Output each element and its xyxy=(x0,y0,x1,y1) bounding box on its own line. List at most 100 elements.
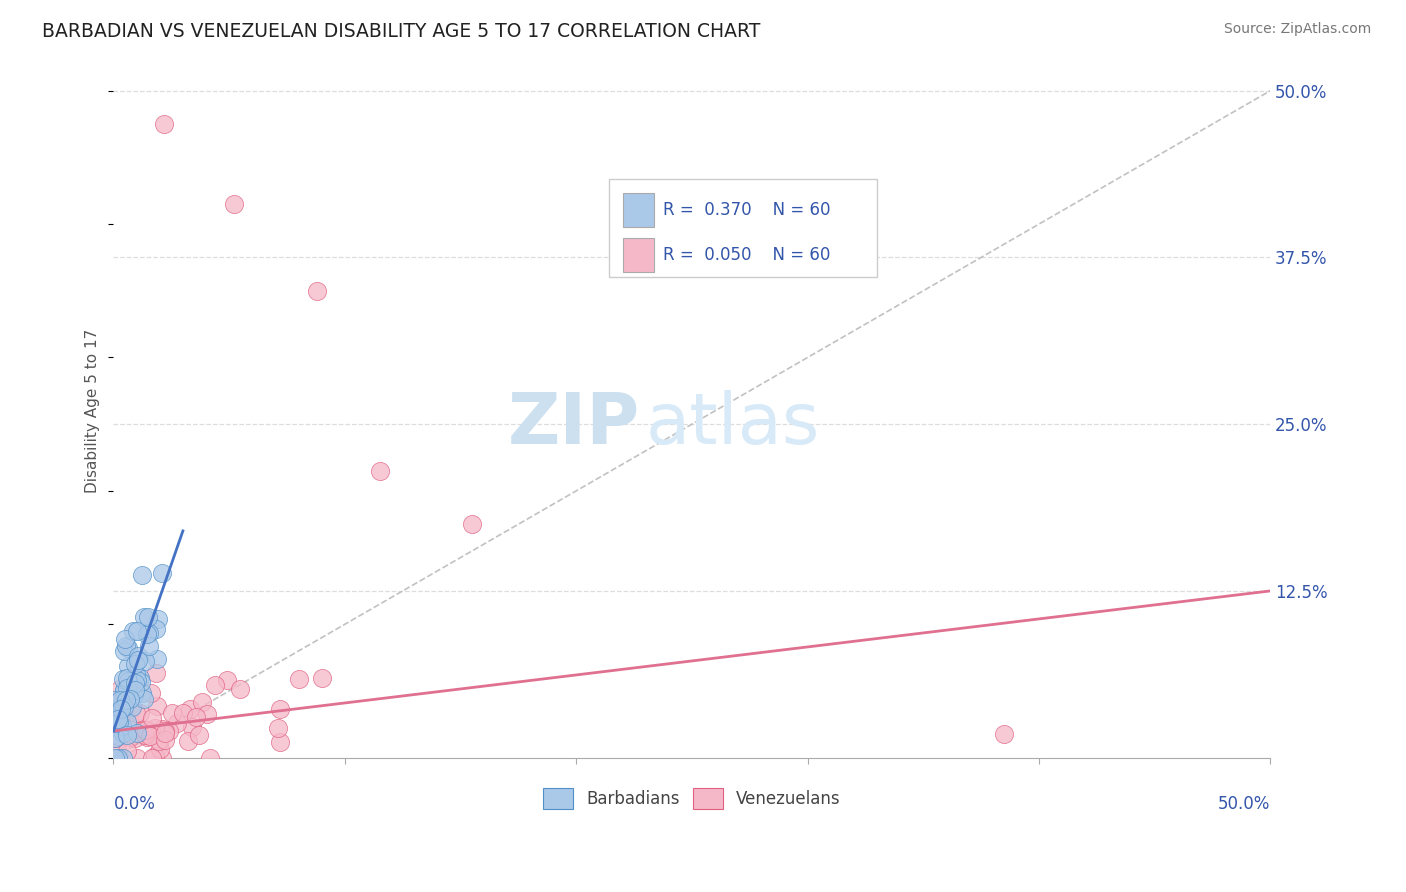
Point xyxy=(204,678,226,692)
Point xyxy=(117,673,139,688)
Text: R =  0.370    N = 60: R = 0.370 N = 60 xyxy=(662,201,830,219)
Point xyxy=(150,566,173,580)
Point xyxy=(124,682,146,697)
Point xyxy=(124,731,146,745)
Text: ZIP: ZIP xyxy=(508,390,640,459)
Point xyxy=(222,197,245,211)
Point xyxy=(115,715,138,730)
Point xyxy=(134,610,156,624)
Point xyxy=(108,715,131,730)
Point xyxy=(461,517,484,532)
Point xyxy=(111,750,134,764)
Point xyxy=(150,722,173,736)
Point xyxy=(105,716,128,731)
Point xyxy=(132,692,155,706)
Point xyxy=(198,750,221,764)
Point xyxy=(117,743,139,757)
Point xyxy=(135,731,157,745)
Point xyxy=(127,726,149,740)
Point xyxy=(188,727,211,741)
Point xyxy=(153,117,176,131)
Point xyxy=(128,706,150,720)
Point xyxy=(117,658,139,673)
Text: BARBADIAN VS VENEZUELAN DISABILITY AGE 5 TO 17 CORRELATION CHART: BARBADIAN VS VENEZUELAN DISABILITY AGE 5… xyxy=(42,22,761,41)
Point xyxy=(162,706,184,720)
Legend: Barbadians, Venezuelans: Barbadians, Venezuelans xyxy=(536,781,848,815)
Point xyxy=(145,622,167,636)
Point xyxy=(121,700,143,714)
Point xyxy=(125,750,148,764)
Point xyxy=(104,750,127,764)
Point xyxy=(141,750,163,764)
Point xyxy=(149,742,172,756)
Point xyxy=(118,688,141,702)
Point xyxy=(134,728,156,742)
Point xyxy=(117,640,139,655)
Point xyxy=(153,733,176,747)
Point xyxy=(108,682,131,697)
Point xyxy=(115,728,138,742)
Point xyxy=(311,672,333,686)
Point xyxy=(120,730,142,744)
Point xyxy=(146,612,169,626)
Point xyxy=(172,706,194,721)
Point xyxy=(153,724,176,739)
Point xyxy=(269,735,291,749)
Point xyxy=(121,686,143,700)
Point xyxy=(307,284,329,298)
Point xyxy=(110,692,132,706)
Point xyxy=(177,733,200,747)
Point xyxy=(107,730,129,744)
Point xyxy=(157,724,180,739)
Point xyxy=(104,731,127,746)
Point xyxy=(131,568,153,582)
Point xyxy=(131,685,153,699)
Point xyxy=(153,726,176,740)
Point xyxy=(138,625,160,640)
Point xyxy=(186,709,208,723)
Point xyxy=(150,750,173,764)
Point xyxy=(127,653,149,667)
Point xyxy=(118,713,141,727)
Point xyxy=(111,672,134,686)
Point xyxy=(141,711,163,725)
Point xyxy=(114,693,136,707)
Point xyxy=(115,640,138,654)
Point xyxy=(139,686,162,700)
Text: atlas: atlas xyxy=(645,390,820,459)
Point xyxy=(139,729,162,743)
Point xyxy=(135,723,157,737)
Point xyxy=(267,721,290,735)
Point xyxy=(127,624,149,638)
Point xyxy=(124,657,146,672)
Point xyxy=(112,700,135,714)
Point xyxy=(993,726,1015,740)
Point xyxy=(107,712,129,726)
Point xyxy=(195,706,218,721)
Text: Source: ZipAtlas.com: Source: ZipAtlas.com xyxy=(1223,22,1371,37)
Point xyxy=(129,671,152,685)
Point xyxy=(104,715,127,730)
Y-axis label: Disability Age 5 to 17: Disability Age 5 to 17 xyxy=(86,329,100,493)
Point xyxy=(114,683,136,698)
Point xyxy=(111,698,134,712)
Point xyxy=(288,672,311,686)
Point xyxy=(115,681,138,695)
Text: R =  0.050    N = 60: R = 0.050 N = 60 xyxy=(662,246,830,264)
Point xyxy=(125,667,148,681)
Point xyxy=(134,655,156,669)
Point xyxy=(107,745,129,759)
Point xyxy=(138,639,160,653)
Point xyxy=(143,748,166,763)
Point xyxy=(215,673,238,688)
Text: 0.0%: 0.0% xyxy=(114,795,156,813)
Point xyxy=(125,706,148,720)
Point xyxy=(103,693,125,707)
Point xyxy=(129,674,152,689)
Point xyxy=(179,701,201,715)
Point xyxy=(114,632,136,647)
Point xyxy=(190,696,212,710)
Point xyxy=(124,675,146,690)
Point xyxy=(114,644,136,658)
Point xyxy=(103,720,125,734)
